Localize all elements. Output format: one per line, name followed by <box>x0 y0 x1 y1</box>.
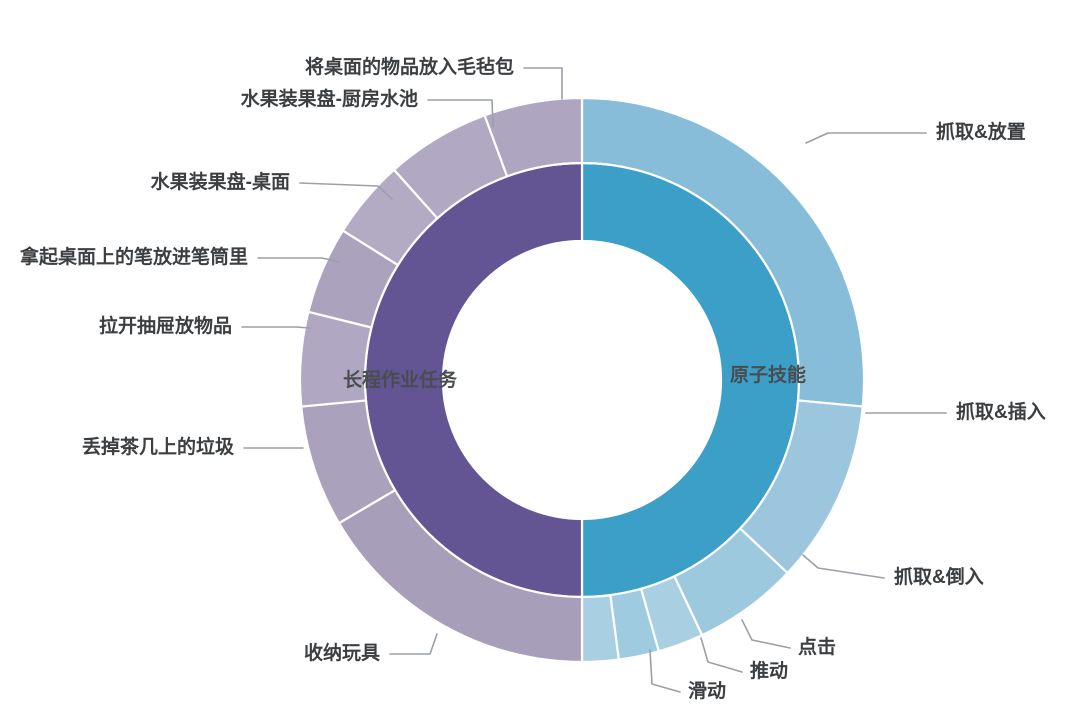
segment-label: 抓取&放置 <box>936 120 1026 143</box>
inner-labels-group: 原子技能 长程作业任务 <box>343 363 806 391</box>
segment-label: 收纳玩具 <box>304 641 380 664</box>
leader-lines-group <box>241 67 947 693</box>
segment-label: 丢掉茶几上的垃圾 <box>82 435 235 458</box>
leader-line <box>523 67 563 100</box>
segment-label: 滑动 <box>688 680 726 702</box>
segment-label: 拿起桌面上的笔放进笔筒里 <box>19 245 248 268</box>
segment-label: 将桌面的物品放入毛毡包 <box>305 55 514 78</box>
leader-line <box>257 257 340 263</box>
leader-line <box>802 554 885 579</box>
outer-ring-segment[interactable]: 将桌面的物品放入毛毡包 <box>483 96 584 178</box>
inner-ring-label: 长程作业任务 <box>343 368 458 391</box>
segment-label: 水果装果盘-桌面 <box>151 170 290 193</box>
inner-ring-label: 原子技能 <box>730 363 806 386</box>
leader-line <box>700 637 743 673</box>
leader-line <box>741 619 791 649</box>
segment-label: 点击 <box>798 636 836 658</box>
segment-label: 拉开抽屉放物品 <box>99 314 232 337</box>
segment-label: 推动 <box>750 659 788 682</box>
leader-line <box>299 182 393 200</box>
segment-label: 抓取&插入 <box>956 400 1046 423</box>
leader-line <box>241 326 311 329</box>
segment-label: 水果装果盘-厨房水池 <box>241 87 418 110</box>
outer-ring-group: 抓取&放置抓取&插入抓取&倒入点击推动滑动收纳玩具丢掉茶几上的垃圾拉开抽屉放物品… <box>298 96 866 664</box>
leader-line <box>427 99 494 128</box>
leader-line <box>805 132 927 144</box>
outer-ring-segment[interactable]: 拉开抽屉放物品 <box>298 310 373 408</box>
leader-line <box>389 633 438 655</box>
leader-line <box>649 649 681 693</box>
segment-label: 抓取&倒入 <box>894 565 984 588</box>
